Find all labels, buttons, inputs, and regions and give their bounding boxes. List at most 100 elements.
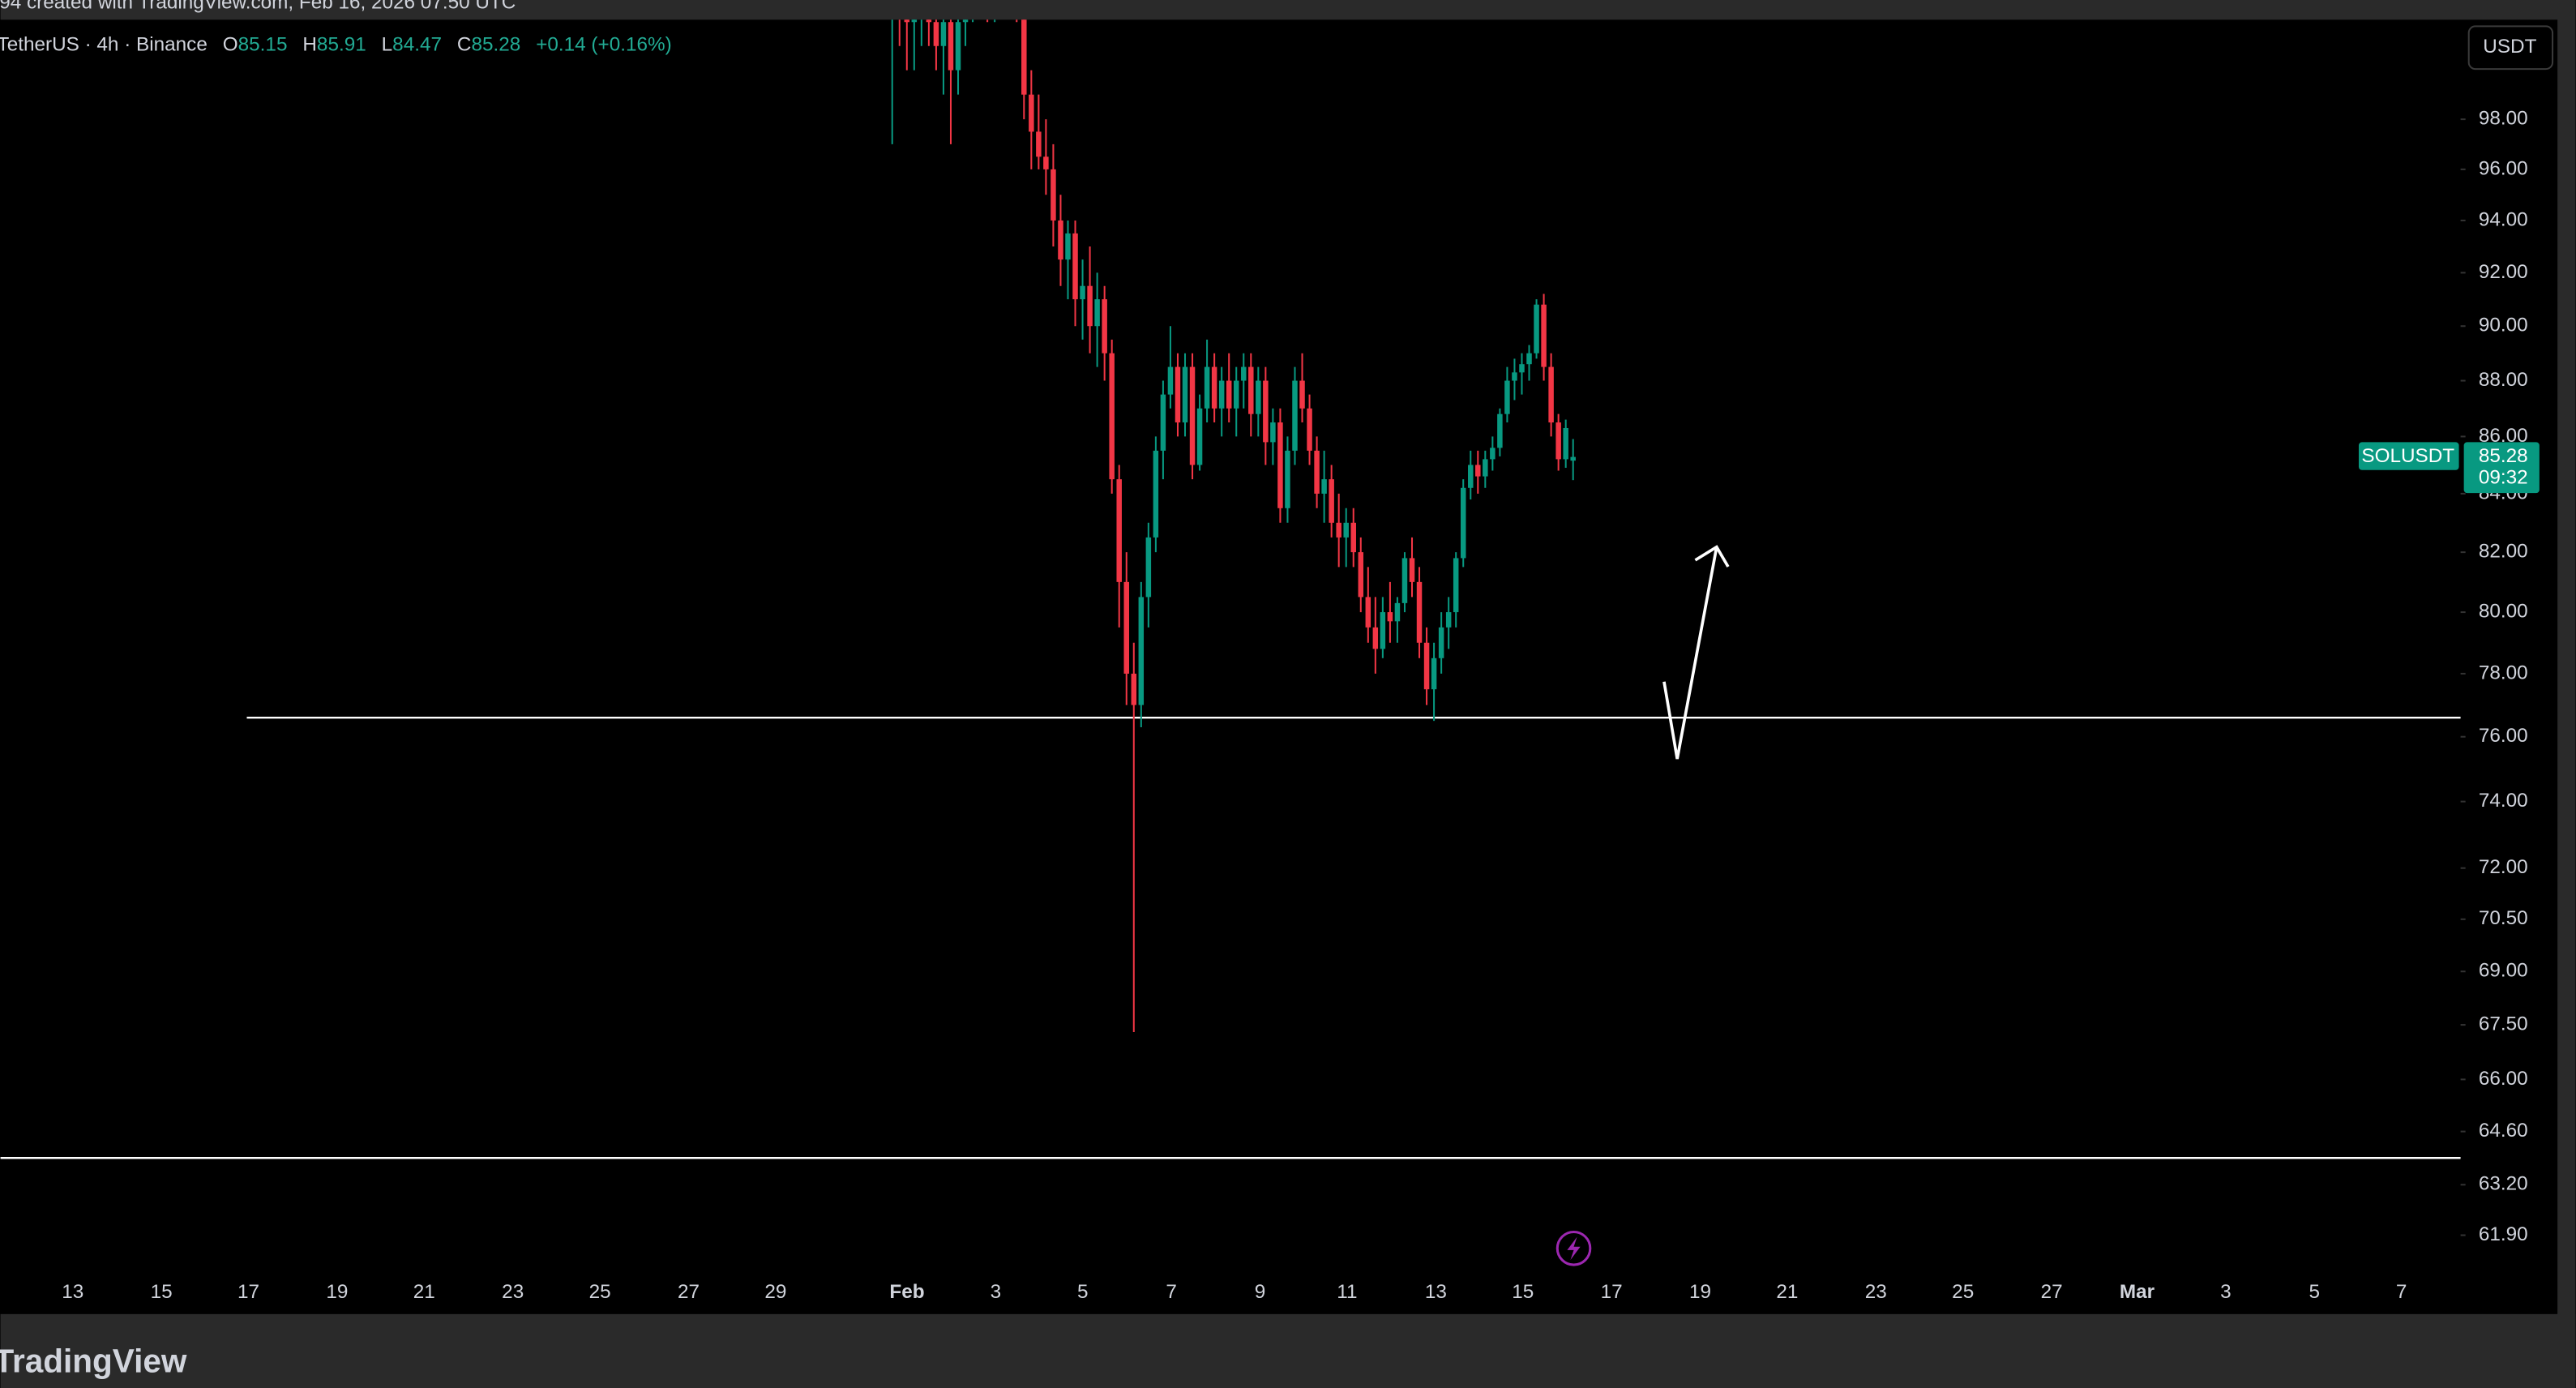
x-tick-label: 23	[1865, 1281, 1887, 1303]
candle-body	[1438, 627, 1444, 658]
candle-body	[1241, 366, 1247, 381]
candle-body	[1336, 522, 1341, 538]
candles	[891, 19, 1576, 1032]
candle-body	[1416, 581, 1423, 643]
candle-body	[1563, 427, 1568, 460]
candle-body	[1131, 673, 1137, 705]
candle-body	[1343, 522, 1349, 538]
x-tick-label: 27	[2041, 1281, 2063, 1303]
arrow-line	[1662, 546, 1718, 760]
candle-body	[926, 19, 932, 23]
ohlc-label: L	[382, 34, 393, 56]
candle-body	[1534, 304, 1539, 353]
candle-body	[1167, 366, 1174, 395]
candle-body	[1175, 366, 1181, 423]
y-tick-label: 61.90	[2479, 1223, 2528, 1245]
candle-body	[1160, 394, 1166, 451]
y-tick-label: 92.00	[2479, 261, 2528, 283]
x-tick-label: 13	[1425, 1281, 1447, 1303]
candle-body	[1512, 372, 1517, 381]
currency-button[interactable]	[2467, 25, 2554, 71]
x-tick-label: 23	[502, 1281, 524, 1303]
candle-body	[1226, 380, 1232, 409]
ohlc-value: 84.47	[392, 34, 442, 56]
ohlc-value: 85.28	[471, 34, 520, 56]
candle-body	[1555, 422, 1561, 460]
candle-body	[1314, 450, 1320, 494]
candle-body	[1263, 380, 1269, 443]
candle-body	[1145, 537, 1152, 598]
candle-body	[955, 22, 961, 71]
y-tick-label: 74.00	[2479, 790, 2528, 812]
candle-body	[1358, 552, 1364, 598]
candle-body	[1189, 366, 1196, 465]
y-tick-label: 64.60	[2479, 1120, 2528, 1142]
candle-body	[1065, 233, 1071, 260]
y-tick-label: 98.00	[2479, 108, 2528, 130]
x-tick-label: 15	[1512, 1281, 1534, 1303]
x-tick-label: 15	[151, 1281, 173, 1303]
currency[interactable]: USDT	[2483, 36, 2536, 58]
x-tick-label: 5	[2309, 1281, 2321, 1303]
candle-body	[1541, 304, 1547, 367]
ohlc-value: 85.91	[317, 34, 366, 56]
candle-body	[1153, 450, 1159, 538]
y-tick-label: 67.50	[2479, 1013, 2528, 1035]
candle-body	[1329, 479, 1334, 523]
caption: 1994 created with TradingView.com, Feb 1…	[0, 0, 516, 13]
x-tick-label: 29	[764, 1281, 786, 1303]
ticker-tag	[2358, 442, 2459, 470]
x-tick-label: 17	[237, 1281, 259, 1303]
lightning-icon[interactable]	[1555, 1231, 1592, 1266]
candle-body	[948, 22, 954, 71]
candle-body	[904, 19, 910, 23]
x-tick-label: 21	[413, 1281, 435, 1303]
change: +0.14 (+0.16%)	[536, 34, 672, 56]
y-tick-label: 63.20	[2479, 1173, 2528, 1195]
x-tick-label: 5	[1077, 1281, 1089, 1303]
y-tick-label: 66.00	[2479, 1068, 2528, 1090]
y-tick-label: 88.00	[2479, 369, 2528, 391]
candle-body	[1277, 422, 1283, 508]
x-tick-label: 9	[1255, 1281, 1266, 1303]
x-tick-label: 25	[1952, 1281, 1974, 1303]
candle-body	[1270, 422, 1276, 443]
y-tick-label: 70.50	[2479, 907, 2528, 929]
drawn-arrow	[1662, 545, 1730, 760]
candle-body	[1109, 353, 1115, 480]
candle-body	[1043, 156, 1049, 169]
candle-body	[1211, 366, 1217, 409]
candle-body	[1080, 285, 1085, 300]
symbol: TetherUS · 4h · Binance	[0, 34, 208, 56]
candle-body	[1460, 487, 1466, 559]
candle-body	[933, 22, 939, 46]
candle-body	[1483, 459, 1488, 477]
brand: TradingView	[0, 1342, 187, 1379]
x-tick-label: 19	[326, 1281, 348, 1303]
candle-body	[1445, 612, 1452, 628]
candle-body	[1519, 364, 1525, 373]
legend-line: TetherUS · 4h · Binance O85.15 H85.91 L8…	[0, 34, 672, 56]
y-tick-label: 82.00	[2479, 541, 2528, 563]
candle-body	[1570, 456, 1576, 461]
icon-bolt[interactable]	[1567, 1236, 1581, 1260]
x-tick-label: 17	[1601, 1281, 1623, 1303]
candle-body	[1526, 353, 1532, 365]
countdown: 09:32	[2479, 466, 2528, 488]
candle-body	[1087, 285, 1093, 327]
candle-body	[1285, 450, 1290, 508]
candle-body	[1548, 366, 1554, 423]
y-tick-label: 80.00	[2479, 600, 2528, 622]
icon-ring[interactable]	[1555, 1231, 1592, 1266]
candle-body	[1365, 597, 1371, 628]
candle-body	[1021, 19, 1027, 95]
candle-body	[911, 19, 918, 23]
y-tick-label: 69.00	[2479, 960, 2528, 982]
y-tick-label: 94.00	[2479, 208, 2528, 230]
top-bar	[0, 0, 2576, 20]
x-tick-label: 11	[1337, 1281, 1357, 1303]
candle-body	[1431, 658, 1437, 690]
ticker: SOLUSDT	[2361, 445, 2454, 467]
